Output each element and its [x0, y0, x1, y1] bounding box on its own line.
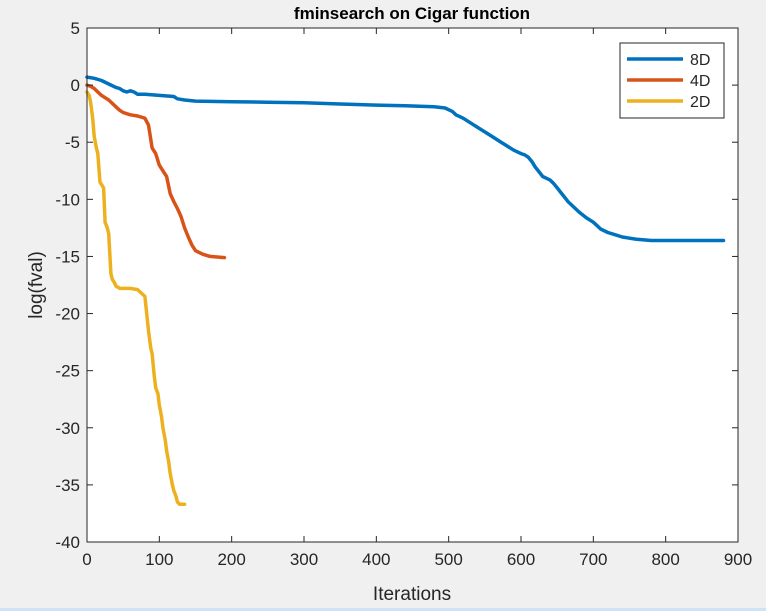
series-line-4D — [85, 83, 227, 260]
chart-title: fminsearch on Cigar function — [294, 4, 530, 23]
legend: 8D 4D 2D — [619, 42, 725, 119]
y-tick-label: 0 — [71, 76, 80, 95]
series-layer — [85, 75, 726, 507]
window-bottom-strip — [0, 608, 766, 611]
series-line-2D — [85, 90, 187, 507]
y-tick-label: -30 — [55, 419, 80, 438]
x-tick-label: 900 — [724, 550, 752, 569]
legend-label-2D: 2D — [690, 94, 710, 111]
x-tick-label: 400 — [362, 550, 390, 569]
y-tick-label: 5 — [71, 19, 80, 38]
y-tick-label: -25 — [55, 362, 80, 381]
x-tick-label: 700 — [579, 550, 607, 569]
x-tick-label: 500 — [434, 550, 462, 569]
x-axis-label: Iterations — [373, 584, 451, 605]
y-tick-label: -15 — [55, 247, 80, 266]
x-tick-label: 100 — [145, 550, 173, 569]
x-tick-label: 0 — [82, 550, 91, 569]
y-tick-label: -40 — [55, 533, 80, 552]
y-tick-label: -10 — [55, 190, 80, 209]
y-tick-label: -35 — [55, 476, 80, 495]
x-tick-label: 200 — [217, 550, 245, 569]
series-line-8D — [85, 75, 726, 243]
legend-label-4D: 4D — [690, 73, 710, 90]
y-axis-label: log(fval) — [26, 251, 47, 319]
x-tick-label: 800 — [651, 550, 679, 569]
x-tick-label: 300 — [290, 550, 318, 569]
axes-box — [86, 27, 739, 543]
y-tick-label: -5 — [65, 133, 80, 152]
x-tick-label: 600 — [507, 550, 535, 569]
legend-label-8D: 8D — [690, 52, 710, 69]
axes-layer: 0 100 200 300 400 500 600 700 800 900 5 0 -5 -10 -15 -2… — [55, 19, 752, 569]
y-tick-label: -20 — [55, 305, 80, 324]
